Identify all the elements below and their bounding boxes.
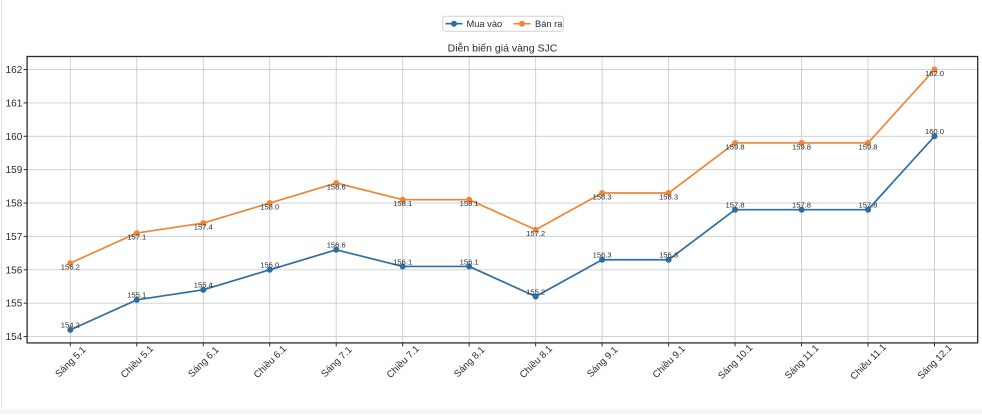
svg-text:159.8: 159.8	[792, 142, 811, 151]
svg-text:156.1: 156.1	[460, 257, 479, 266]
svg-text:155.4: 155.4	[194, 281, 213, 290]
svg-text:160: 160	[6, 132, 23, 143]
svg-text:158.3: 158.3	[659, 193, 678, 202]
svg-text:159: 159	[6, 165, 23, 176]
svg-text:154.2: 154.2	[61, 321, 80, 330]
svg-text:162: 162	[6, 65, 23, 76]
svg-text:156.3: 156.3	[593, 251, 612, 260]
svg-text:162.0: 162.0	[925, 69, 944, 78]
svg-text:156.6: 156.6	[327, 241, 346, 250]
svg-text:159.8: 159.8	[726, 142, 745, 151]
svg-text:158.6: 158.6	[327, 183, 346, 192]
svg-text:156.0: 156.0	[260, 261, 279, 270]
svg-text:156.1: 156.1	[393, 257, 412, 266]
svg-text:157.8: 157.8	[792, 201, 811, 210]
svg-text:158.1: 158.1	[460, 199, 479, 208]
svg-text:158: 158	[6, 199, 23, 210]
svg-text:Diễn biến giá vàng SJC: Diễn biến giá vàng SJC	[448, 41, 558, 54]
svg-text:157: 157	[6, 232, 23, 243]
svg-text:158.3: 158.3	[593, 193, 612, 202]
svg-text:157.8: 157.8	[726, 201, 745, 210]
svg-text:157.1: 157.1	[127, 233, 146, 242]
svg-text:Bán ra: Bán ra	[535, 19, 563, 29]
svg-text:155: 155	[6, 299, 23, 310]
svg-text:157.8: 157.8	[859, 201, 878, 210]
svg-text:157.4: 157.4	[194, 223, 213, 232]
svg-text:155.1: 155.1	[127, 291, 146, 300]
svg-text:154: 154	[6, 332, 23, 343]
svg-text:158.0: 158.0	[260, 203, 279, 212]
svg-text:155.2: 155.2	[526, 287, 545, 296]
svg-text:158.1: 158.1	[393, 199, 412, 208]
svg-text:156.2: 156.2	[61, 263, 80, 272]
svg-text:159.8: 159.8	[859, 142, 878, 151]
svg-text:160.0: 160.0	[925, 127, 944, 136]
svg-text:157.2: 157.2	[526, 229, 545, 238]
svg-text:156.3: 156.3	[659, 251, 678, 260]
svg-text:156: 156	[6, 265, 23, 276]
svg-text:Mua vào: Mua vào	[467, 19, 503, 29]
svg-text:161: 161	[6, 98, 23, 109]
